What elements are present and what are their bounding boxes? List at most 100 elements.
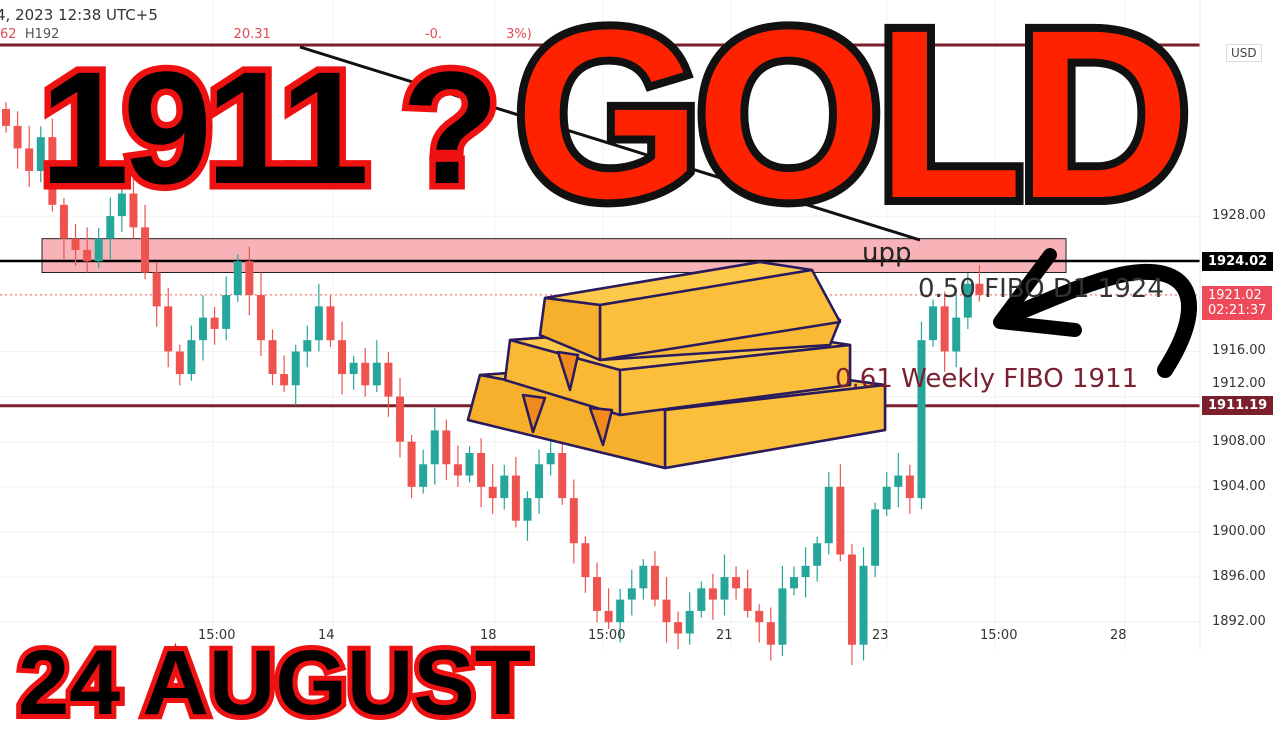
candle-body (824, 486, 833, 544)
candle-body (372, 362, 381, 386)
candle-body (801, 565, 810, 578)
candle-body (430, 430, 439, 465)
price-tick: 1908.00 (1212, 433, 1266, 449)
ohlc-high: H192 (24, 27, 60, 42)
candle-body (535, 464, 544, 499)
candle-body (477, 452, 486, 487)
time-tick: 21 (716, 628, 733, 643)
candle-body (453, 464, 462, 476)
candle-body (407, 441, 416, 487)
candle-body (593, 577, 601, 611)
candle-body (963, 283, 972, 318)
candle-body (732, 577, 741, 589)
price-tick: 1916.00 (1212, 343, 1266, 359)
candle-body (94, 238, 103, 262)
candle-body (280, 374, 289, 386)
candle-body (48, 137, 57, 205)
candle-body (581, 543, 590, 578)
candle-body (917, 340, 926, 499)
candle-body (813, 543, 822, 566)
price-tick: 1904.00 (1212, 478, 1266, 494)
candle-body (569, 498, 578, 544)
candle-countdown: 02:21:37 (1208, 303, 1267, 318)
candle-body (187, 340, 196, 375)
candle-body (199, 317, 207, 341)
candle-body (71, 238, 80, 250)
candle-body (222, 295, 231, 329)
fibo-weekly-label: 0.61 Weekly FIBO 1911 (835, 364, 1139, 394)
candle-body (685, 610, 694, 634)
time-tick: 28 (1110, 628, 1127, 643)
gold-bars-icon (466, 260, 887, 470)
time-tick: 23 (872, 628, 889, 643)
time-tick: 18 (480, 628, 497, 643)
price-tick: 1900.00 (1212, 523, 1266, 539)
candle-body (766, 622, 775, 645)
candle-body (778, 588, 787, 645)
candle-body (152, 272, 161, 307)
candle-body (847, 554, 856, 645)
candle-body (940, 306, 949, 352)
candle-body (558, 452, 567, 499)
candle-body (511, 475, 520, 521)
candle-body (233, 261, 242, 296)
time-tick: 15:00 (980, 628, 1018, 643)
current-price-tag: 1921.02 02:21:37 (1202, 286, 1273, 320)
arrow-icon (997, 263, 1197, 378)
candle-body (314, 306, 323, 341)
candle-body (662, 599, 671, 623)
candle-body (396, 396, 404, 442)
candle-body (25, 148, 34, 171)
candle-body (500, 475, 509, 499)
candle-body (488, 486, 497, 499)
candle-body (720, 577, 729, 600)
ohlc-open: 62 (0, 27, 17, 42)
candle-body (894, 475, 903, 487)
price-tick: 1912.00 (1212, 376, 1266, 391)
candle-body (106, 216, 115, 239)
candle-body (639, 565, 648, 589)
candle-body (442, 430, 451, 465)
price-tick: 1896.00 (1212, 569, 1266, 585)
candle-body (859, 565, 868, 645)
candle-body (210, 317, 219, 329)
candle-body (175, 351, 184, 375)
candle-body (141, 227, 150, 273)
candle-body (871, 509, 880, 566)
candle-body (975, 283, 984, 295)
candle-body (245, 261, 254, 296)
ohlc-close: 20.31 (233, 27, 271, 42)
candle-body (546, 452, 555, 465)
weekly-fibo-price-tag: 1911.19 (1202, 396, 1274, 415)
ohlc-change-pct: 3%) (506, 27, 532, 42)
candle-body (291, 351, 300, 386)
current-price: 1921.02 (1208, 288, 1262, 303)
chart-datetime: 4, 2023 12:38 UTC+5 (0, 6, 158, 24)
supply-label: upp (862, 238, 912, 268)
candle-body (338, 340, 347, 375)
headline-gold: GOLD (507, 0, 1198, 248)
arrow-head (993, 248, 1082, 337)
currency-button[interactable]: USD (1226, 44, 1262, 62)
candle-body (604, 610, 613, 623)
candle-body (303, 340, 312, 352)
candle-body (708, 588, 717, 600)
time-tick: 14 (318, 628, 335, 643)
candle-body (674, 622, 683, 634)
resistance-price-tag: 1924.02 (1202, 252, 1274, 271)
candle-body (117, 193, 126, 217)
trend-line (299, 45, 921, 242)
candle-body (361, 362, 370, 386)
fibo-daily-label: 0.50 FIBO D1 1924 (918, 274, 1164, 304)
ohlc-readout: 62 H192 20.31 -0. 3%) (0, 27, 532, 43)
candle-body (523, 498, 532, 521)
candle-body (419, 464, 428, 487)
candle-body (697, 588, 706, 611)
candle-body (59, 204, 68, 239)
candle-body (790, 577, 798, 589)
candle-body (268, 340, 277, 375)
candle-body (36, 137, 45, 171)
candle-body (627, 588, 636, 600)
supply-zone (41, 238, 1067, 274)
